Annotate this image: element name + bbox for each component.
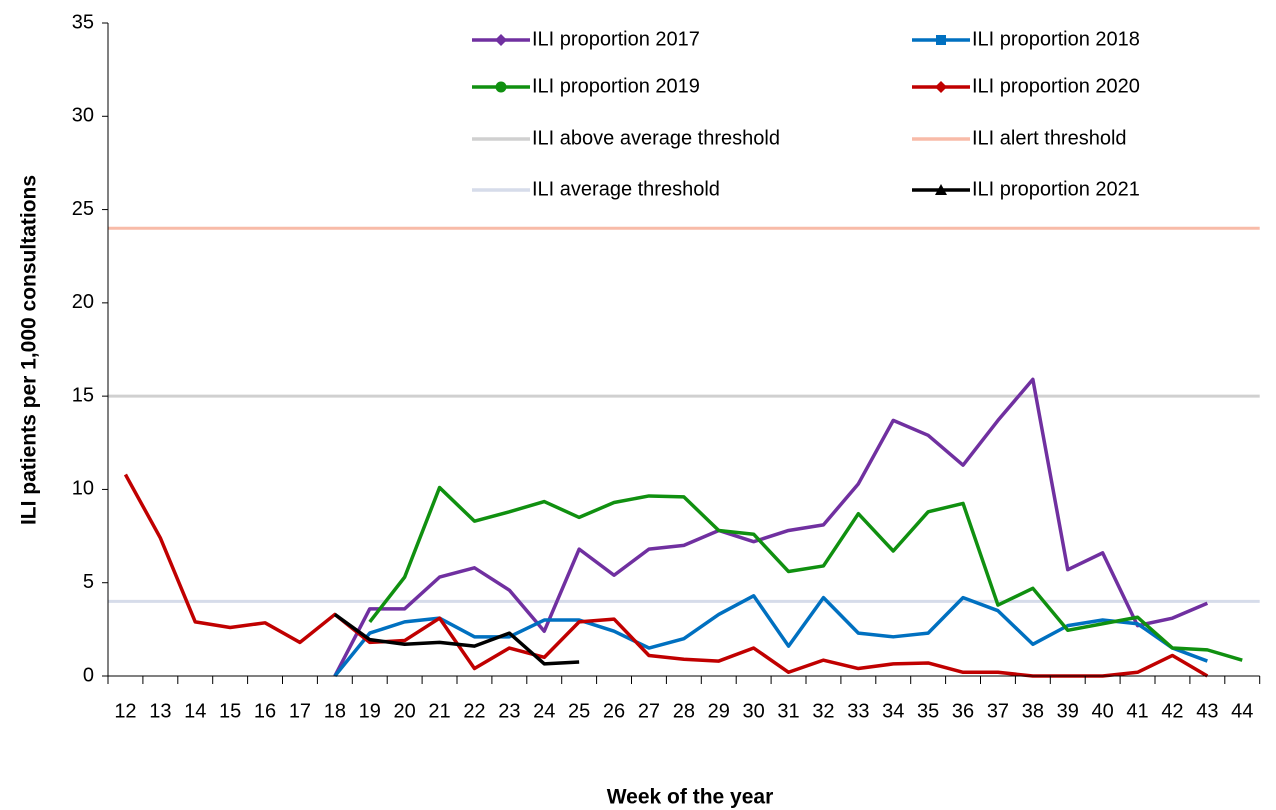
x-tick-label: 17	[289, 700, 311, 722]
x-tick-label: 40	[1092, 700, 1114, 722]
x-tick-label: 30	[743, 700, 765, 722]
x-tick-label: 27	[638, 700, 660, 722]
legend-label: ILI proportion 2021	[972, 178, 1140, 200]
x-tick-label: 19	[359, 700, 381, 722]
x-tick-label: 20	[394, 700, 416, 722]
x-tick-label: 25	[568, 700, 590, 722]
x-tick-label: 39	[1057, 700, 1079, 722]
series-line	[368, 485, 1243, 662]
series-line	[333, 594, 1208, 678]
legend-label: ILI proportion 2017	[532, 28, 700, 50]
x-tick-label: 23	[498, 700, 520, 722]
x-tick-label: 37	[987, 700, 1009, 722]
legend-label: ILI alert threshold	[972, 127, 1127, 149]
x-tick-label: 18	[324, 700, 346, 722]
x-tick-label: 21	[428, 700, 450, 722]
legend-item: ILI proportion 2021	[912, 178, 1140, 200]
x-tick-label: 29	[708, 700, 730, 722]
series-line	[333, 613, 580, 666]
x-tick-label: 31	[777, 700, 799, 722]
x-tick-label: 12	[114, 700, 136, 722]
x-tick-label: 44	[1231, 700, 1253, 722]
x-tick-label: 34	[882, 700, 904, 722]
legend-label: ILI proportion 2018	[972, 28, 1140, 50]
x-tick-label: 33	[847, 700, 869, 722]
legend-label: ILI proportion 2019	[532, 75, 700, 97]
x-tick-label: 15	[219, 700, 241, 722]
legend-item: ILI average threshold	[472, 178, 720, 200]
legend-marker	[936, 35, 946, 45]
y-tick-label: 35	[72, 11, 94, 33]
x-tick-label: 16	[254, 700, 276, 722]
y-tick-label: 25	[72, 198, 94, 220]
x-tick-label: 28	[673, 700, 695, 722]
series-line	[123, 473, 1209, 678]
x-tick-label: 35	[917, 700, 939, 722]
x-tick-label: 38	[1022, 700, 1044, 722]
y-tick-label: 30	[72, 105, 94, 127]
legend-item: ILI alert threshold	[912, 127, 1127, 149]
y-tick-label: 20	[72, 291, 94, 313]
x-tick-label: 13	[149, 700, 171, 722]
x-tick-label: 43	[1196, 700, 1218, 722]
y-tick-label: 10	[72, 478, 94, 500]
legend-item: ILI above average threshold	[472, 127, 780, 149]
x-tick-label: 36	[952, 700, 974, 722]
x-tick-label: 32	[812, 700, 834, 722]
legend-label: ILI above average threshold	[532, 127, 780, 149]
y-tick-label: 5	[83, 571, 94, 593]
legend-label: ILI proportion 2020	[972, 75, 1140, 97]
legend-item: ILI proportion 2018	[912, 28, 1140, 50]
y-tick-label: 0	[83, 664, 94, 686]
x-tick-label: 22	[463, 700, 485, 722]
legend-label: ILI average threshold	[532, 178, 720, 200]
x-tick-label: 24	[533, 700, 555, 722]
legend-item: ILI proportion 2020	[912, 75, 1140, 97]
series-line	[333, 377, 1209, 677]
x-tick-label: 26	[603, 700, 625, 722]
legend-marker	[935, 81, 947, 93]
y-tick-label: 15	[72, 384, 94, 406]
legend-item: ILI proportion 2019	[472, 75, 700, 97]
legend-marker	[495, 34, 507, 46]
legend-marker	[935, 184, 947, 195]
legend-item: ILI proportion 2017	[472, 28, 700, 50]
x-axis-label: Week of the year	[607, 786, 774, 809]
x-tick-label: 41	[1126, 700, 1148, 722]
x-tick-label: 14	[184, 700, 206, 722]
y-axis-label: ILI patients per 1,000 consultations	[18, 175, 41, 525]
legend-marker	[495, 81, 507, 93]
x-tick-label: 42	[1161, 700, 1183, 722]
